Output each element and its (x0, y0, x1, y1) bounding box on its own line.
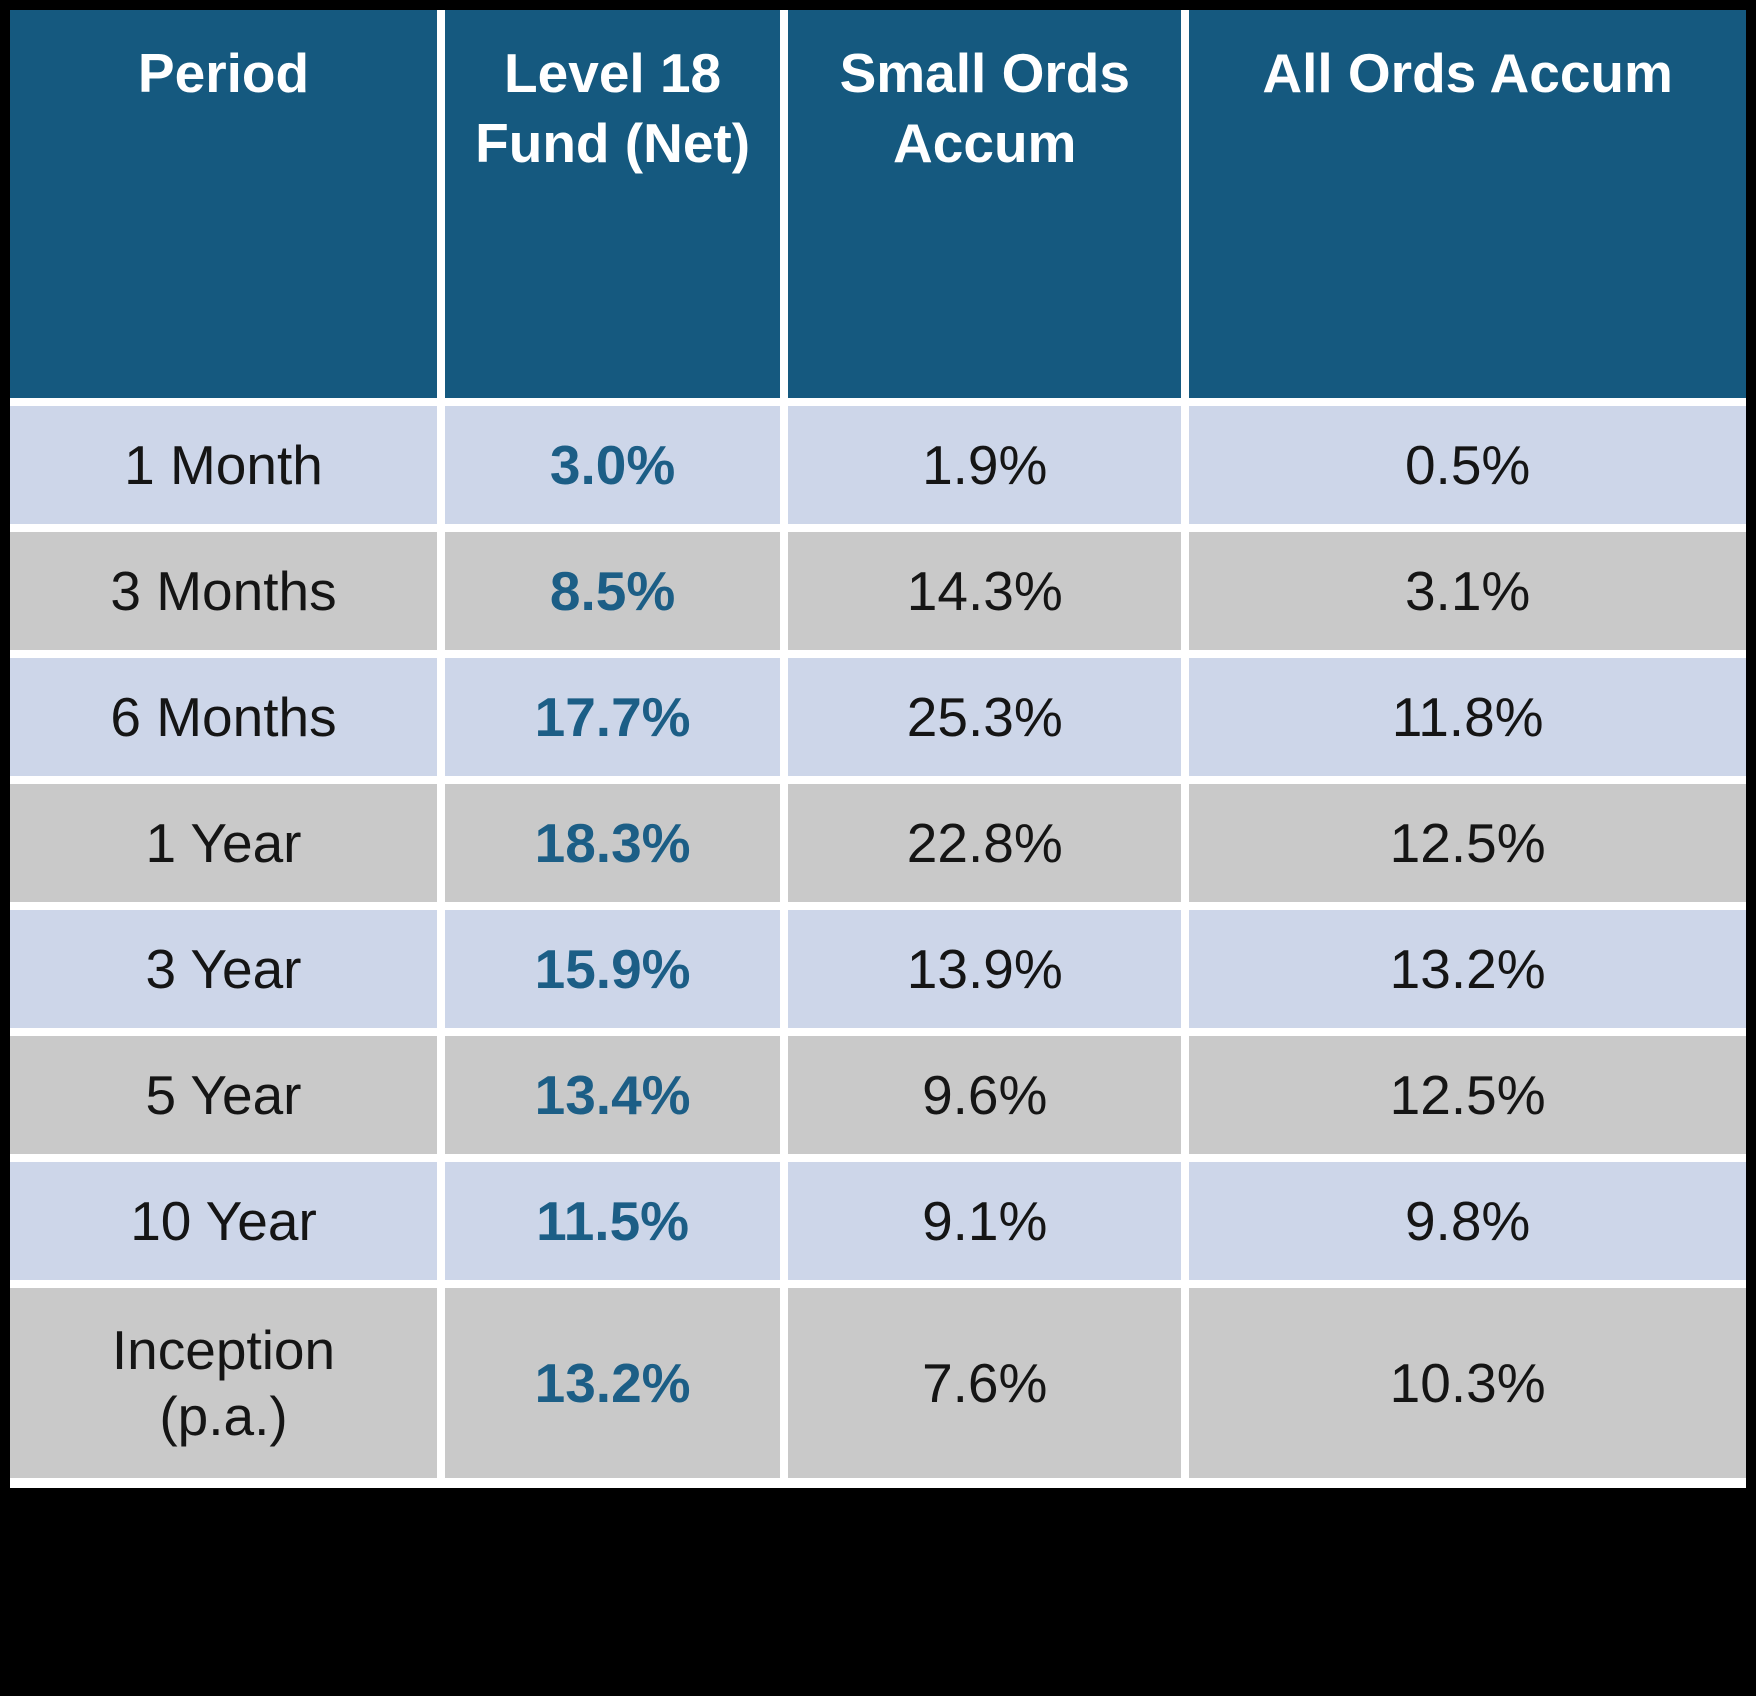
small-ords-value-cell: 1.9% (788, 406, 1182, 524)
small-ords-value-cell: 9.1% (788, 1162, 1182, 1280)
header-cell-fund: Level 18 Fund (Net) (445, 10, 781, 398)
period-cell: 1 Month (10, 406, 437, 524)
period-cell: 10 Year (10, 1162, 437, 1280)
period-cell: Inception (p.a.) (10, 1288, 437, 1478)
all-ords-value-cell: 0.5% (1189, 406, 1746, 524)
small-ords-value-cell: 25.3% (788, 658, 1182, 776)
small-ords-value-cell: 14.3% (788, 532, 1182, 650)
all-ords-value-cell: 11.8% (1189, 658, 1746, 776)
all-ords-value-cell: 9.8% (1189, 1162, 1746, 1280)
header-cell-small-ords: Small Ords Accum (788, 10, 1182, 398)
fund-value-cell: 13.2% (445, 1288, 781, 1478)
all-ords-value-cell: 10.3% (1189, 1288, 1746, 1478)
fund-value-cell: 17.7% (445, 658, 781, 776)
period-cell: 5 Year (10, 1036, 437, 1154)
small-ords-value-cell: 22.8% (788, 784, 1182, 902)
fund-value-cell: 18.3% (445, 784, 781, 902)
period-cell: 6 Months (10, 658, 437, 776)
all-ords-value-cell: 3.1% (1189, 532, 1746, 650)
small-ords-value-cell: 13.9% (788, 910, 1182, 1028)
period-cell: 1 Year (10, 784, 437, 902)
header-cell-period: Period (10, 10, 437, 398)
small-ords-value-cell: 7.6% (788, 1288, 1182, 1478)
small-ords-value-cell: 9.6% (788, 1036, 1182, 1154)
header-cell-all-ords: All Ords Accum (1189, 10, 1746, 398)
all-ords-value-cell: 12.5% (1189, 1036, 1746, 1154)
performance-table: Period Level 18 Fund (Net) Small Ords Ac… (10, 10, 1746, 1488)
period-cell: 3 Months (10, 532, 437, 650)
fund-value-cell: 13.4% (445, 1036, 781, 1154)
fund-value-cell: 3.0% (445, 406, 781, 524)
fund-value-cell: 8.5% (445, 532, 781, 650)
all-ords-value-cell: 13.2% (1189, 910, 1746, 1028)
fund-value-cell: 11.5% (445, 1162, 781, 1280)
fund-value-cell: 15.9% (445, 910, 781, 1028)
period-cell: 3 Year (10, 910, 437, 1028)
all-ords-value-cell: 12.5% (1189, 784, 1746, 902)
